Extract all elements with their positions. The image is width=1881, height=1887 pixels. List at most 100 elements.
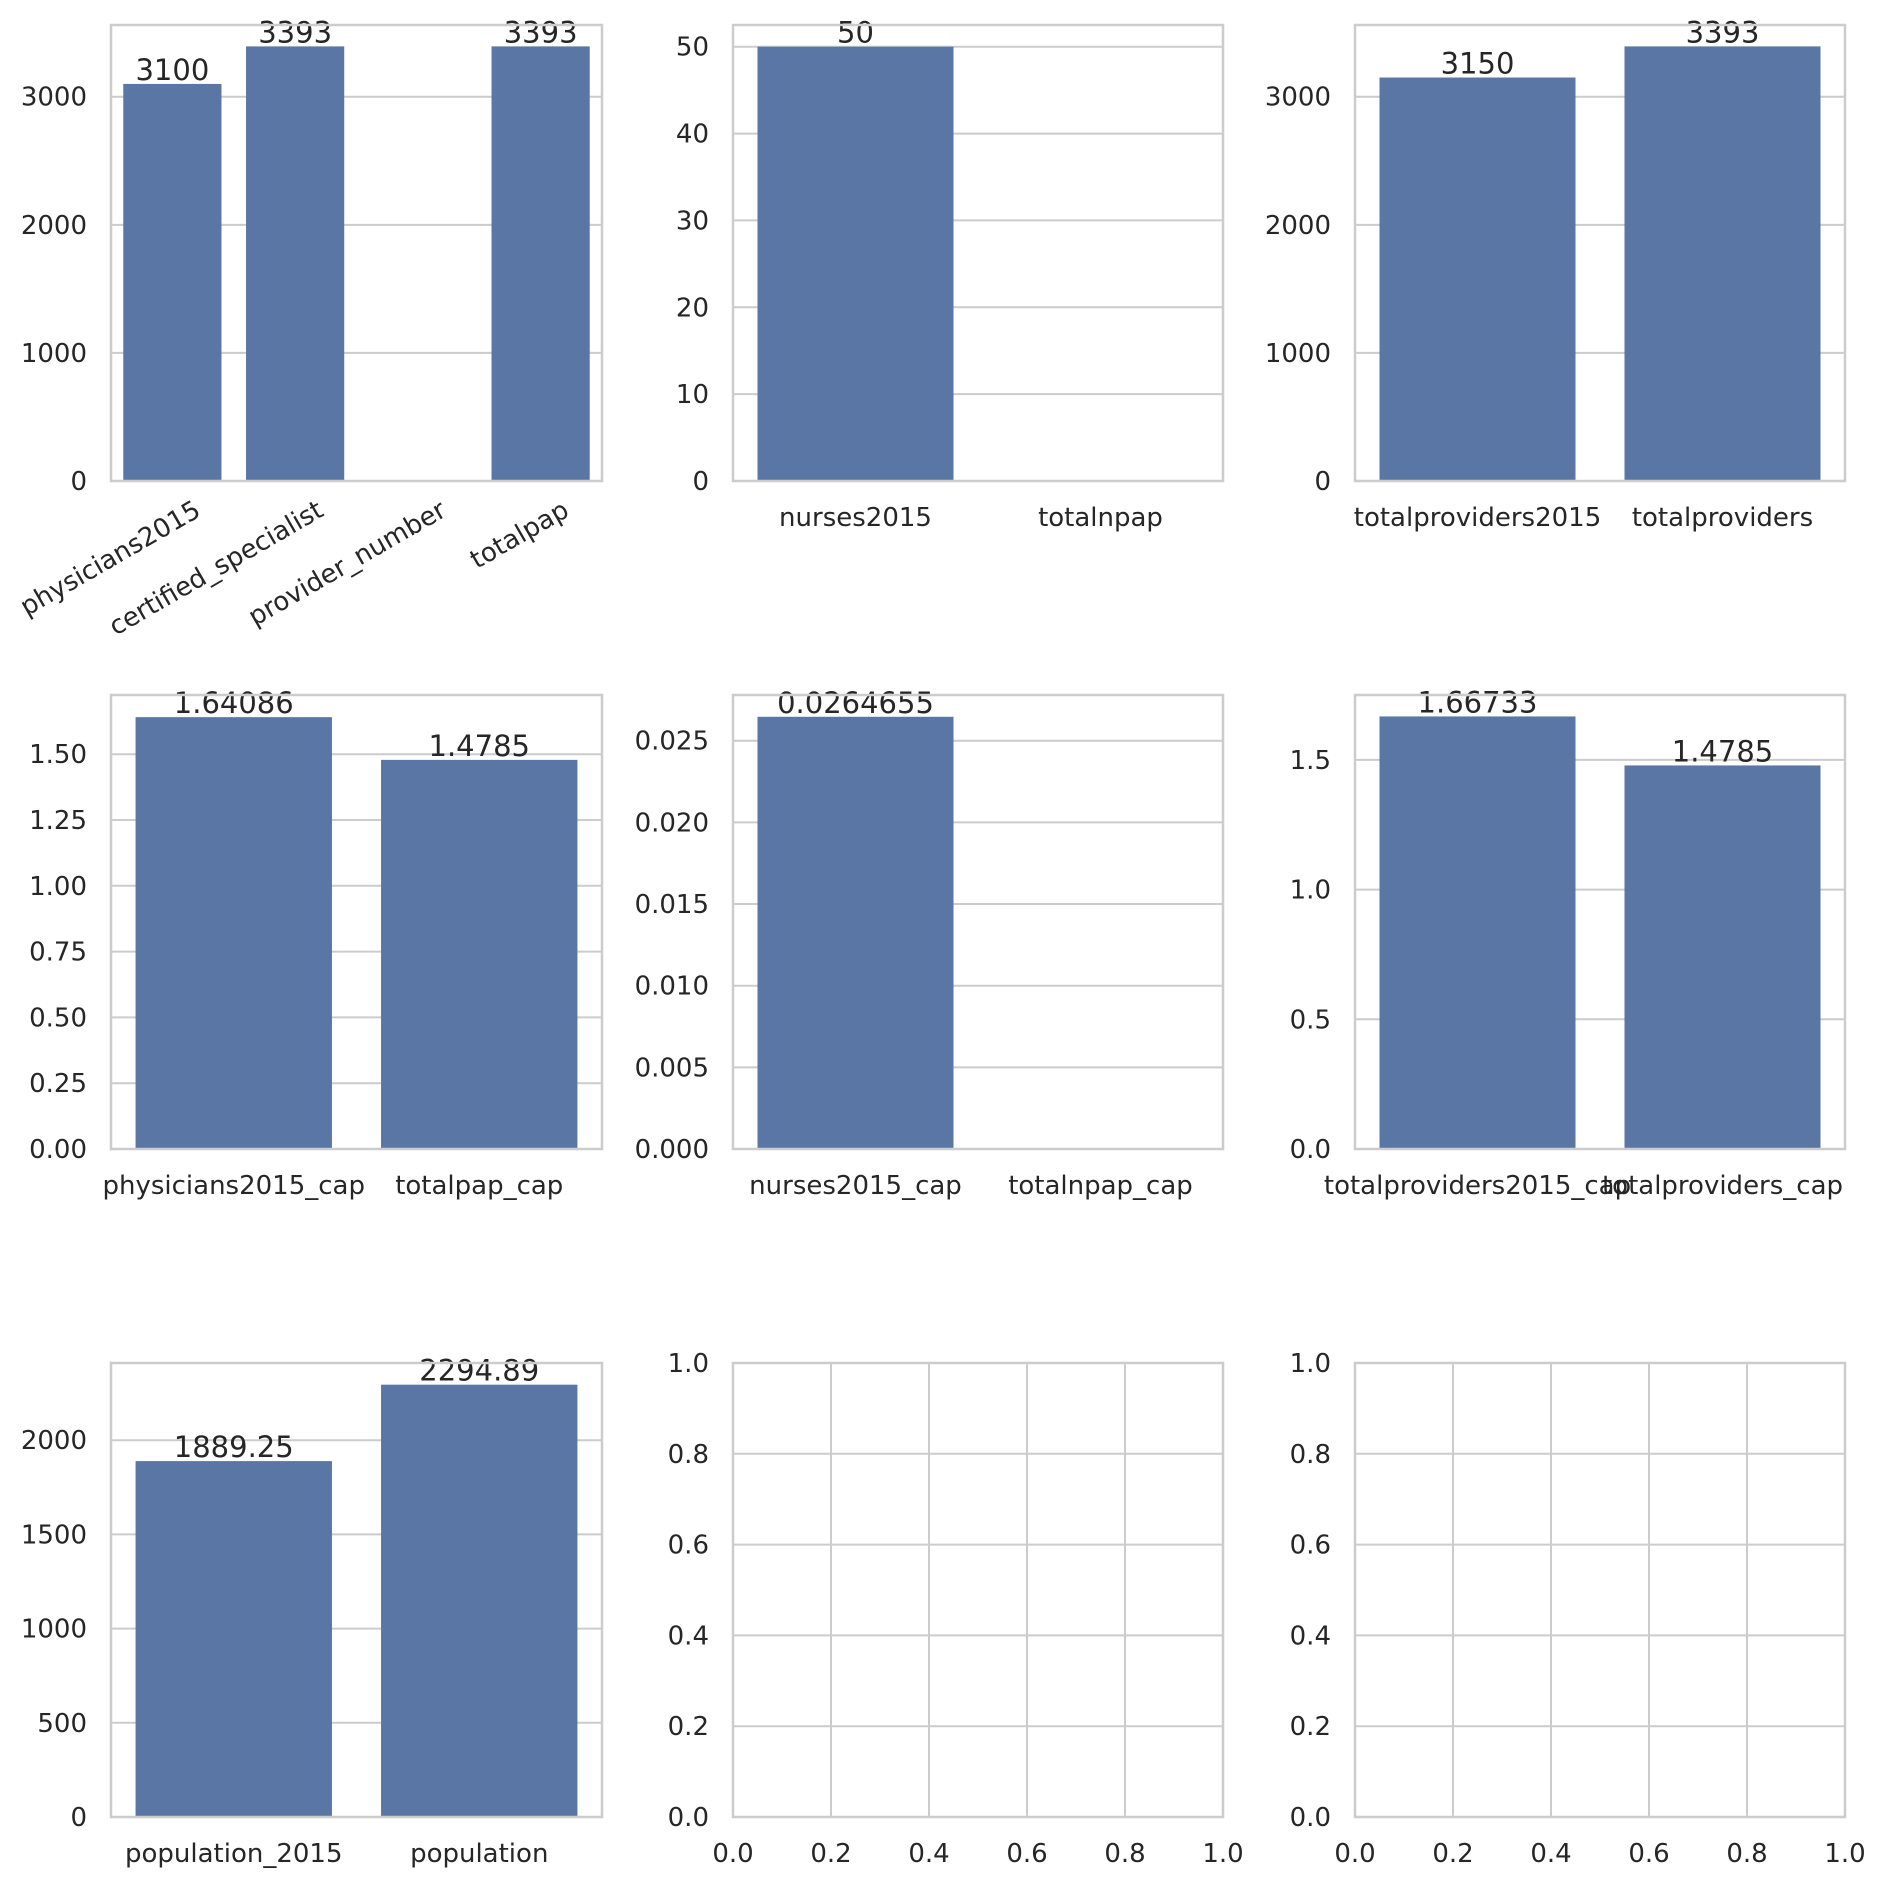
bar: [123, 83, 222, 481]
y-tick-label: 1.25: [29, 806, 87, 836]
bar: [1379, 77, 1576, 482]
y-tick-label: 0: [70, 467, 87, 497]
x-tick-label: 0.4: [1530, 1839, 1571, 1869]
axes-frame: [731, 1361, 1225, 1819]
x-tick-label: population_2015: [125, 1839, 343, 1869]
y-tick-label: 0.00: [29, 1135, 87, 1165]
y-tick-label: 0: [692, 467, 709, 497]
y-tick-label: 0.50: [29, 1003, 87, 1033]
y-tick-label: 0.0: [1290, 1135, 1331, 1165]
x-tick-label: totalproviders2015_cap: [1324, 1171, 1631, 1201]
y-tick-label: 0.6: [1290, 1531, 1331, 1561]
y-tick-label: 0.2: [1290, 1712, 1331, 1742]
x-tick-label: 1.0: [1202, 1839, 1243, 1869]
y-tick-label: 2000: [1265, 211, 1331, 241]
bar: [757, 46, 954, 481]
y-tick-label: 0.025: [635, 727, 709, 757]
axes-frame: [109, 693, 604, 1151]
chart-panel-3: 0 1000 2000 3000 3150 totalproviders2015 3393 t…: [1265, 15, 1847, 533]
bar-value-label: 1889.25: [174, 1430, 294, 1464]
y-tick-label: 20: [676, 293, 709, 323]
y-tick-label: 0.010: [635, 972, 709, 1002]
y-tick-label: 2000: [21, 1426, 87, 1456]
bar: [381, 759, 578, 1149]
bar-value-label: 3100: [135, 53, 209, 87]
x-tick-label: 1.0: [1824, 1839, 1865, 1869]
y-tick-label: 2000: [21, 211, 87, 241]
chart-panel-5: 0.000 0.005 0.010 0.015 0.020 0.025 0.0264655 n…: [635, 686, 1225, 1201]
bar-value-label: 3393: [504, 15, 578, 49]
x-tick-label: 0.6: [1628, 1839, 1669, 1869]
axes-frame: [109, 23, 604, 483]
y-tick-label: 0.0: [668, 1803, 709, 1833]
y-tick-label: 0.2: [668, 1712, 709, 1742]
y-tick-label: 0.015: [635, 890, 709, 920]
y-tick-label: 0.005: [635, 1053, 709, 1083]
bar-value-label: 1.4785: [429, 729, 530, 763]
y-tick-label: 0.5: [1290, 1005, 1331, 1035]
bar: [757, 716, 954, 1149]
axes-frame: [1353, 1361, 1847, 1819]
x-tick-label: 0.8: [1104, 1839, 1145, 1869]
bar-value-label: 3393: [258, 15, 332, 49]
x-tick-label: 0.0: [1334, 1839, 1375, 1869]
x-tick-label: totalpap_cap: [395, 1171, 563, 1201]
chart-panel-8: 0.0 0.2 0.4 0.6 0.8 1.0 0.0 0.2 0.4 0.6 0.8 1.0: [668, 1349, 1244, 1869]
y-tick-label: 10: [676, 380, 709, 410]
bar-value-label: 0.0264655: [777, 686, 934, 720]
y-tick-label: 1.00: [29, 872, 87, 902]
y-tick-label: 1.0: [668, 1349, 709, 1379]
y-tick-label: 0.25: [29, 1069, 87, 1099]
x-tick-label: nurses2015_cap: [749, 1171, 962, 1201]
chart-panel-1: 01000200030003100physicians20153393certi…: [15, 15, 604, 642]
bar-value-label: 1.66733: [1418, 685, 1538, 719]
y-tick-label: 0.4: [668, 1621, 709, 1651]
y-tick-label: 0.020: [635, 808, 709, 838]
y-tick-label: 0.4: [1290, 1621, 1331, 1651]
x-tick-label: provider_number: [243, 495, 451, 633]
x-tick-label: totalproviders2015: [1354, 503, 1602, 533]
y-tick-label: 50: [676, 33, 709, 63]
y-tick-label: 1000: [21, 339, 87, 369]
bar-value-label: 3393: [1686, 15, 1760, 49]
chart-panel-4: 0.00 0.25 0.50 0.75 1.00 1.25 1.50 1.64086 physi…: [29, 686, 604, 1201]
bar-value-label: 2294.89: [419, 1354, 539, 1388]
x-tick-label: nurses2015: [779, 503, 932, 533]
x-tick-label: population: [410, 1839, 548, 1869]
y-tick-label: 3000: [21, 83, 87, 113]
y-tick-label: 0: [1314, 467, 1331, 497]
bar: [491, 46, 590, 481]
y-tick-label: 1.5: [1290, 746, 1331, 776]
x-tick-label: physicians2015_cap: [102, 1171, 365, 1201]
bar-value-label: 1.4785: [1672, 734, 1773, 768]
bar: [1624, 765, 1821, 1149]
chart-panel-2: 0 10 20 30 40 50 50 nurses2015 totalnpap: [676, 16, 1225, 533]
axes-frame: [1353, 23, 1847, 483]
bar-value-label: 50: [837, 16, 874, 50]
bar: [381, 1384, 578, 1817]
bar: [135, 1461, 332, 1817]
chart-panel-7: 0 500 1000 1500 2000 1889.25 population_2015 22…: [21, 1354, 604, 1869]
x-tick-label: 0.4: [908, 1839, 949, 1869]
x-tick-label: totalproviders: [1632, 503, 1813, 533]
axes-frame: [109, 1361, 604, 1819]
y-tick-label: 1000: [1265, 339, 1331, 369]
bar: [246, 46, 345, 481]
x-tick-label: 0.6: [1006, 1839, 1047, 1869]
bar-value-label: 3150: [1441, 47, 1515, 81]
bar: [1624, 46, 1821, 481]
y-tick-label: 0.8: [1290, 1440, 1331, 1470]
axes-frame: [1353, 693, 1847, 1151]
chart-panel-9: 0.0 0.2 0.4 0.6 0.8 1.0 0.0 0.2 0.4 0.6 0.8 1.0: [1290, 1349, 1866, 1869]
y-tick-label: 1.0: [1290, 876, 1331, 906]
x-tick-label: totalproviders_cap: [1602, 1171, 1843, 1201]
x-tick-label: totalpap: [465, 495, 574, 575]
y-tick-label: 3000: [1265, 83, 1331, 113]
y-tick-label: 0.6: [668, 1531, 709, 1561]
x-tick-label: 0.0: [712, 1839, 753, 1869]
y-tick-label: 1000: [21, 1615, 87, 1645]
x-tick-label: totalnpap_cap: [1008, 1171, 1193, 1201]
x-tick-label: 0.2: [810, 1839, 851, 1869]
bar: [1379, 716, 1576, 1149]
